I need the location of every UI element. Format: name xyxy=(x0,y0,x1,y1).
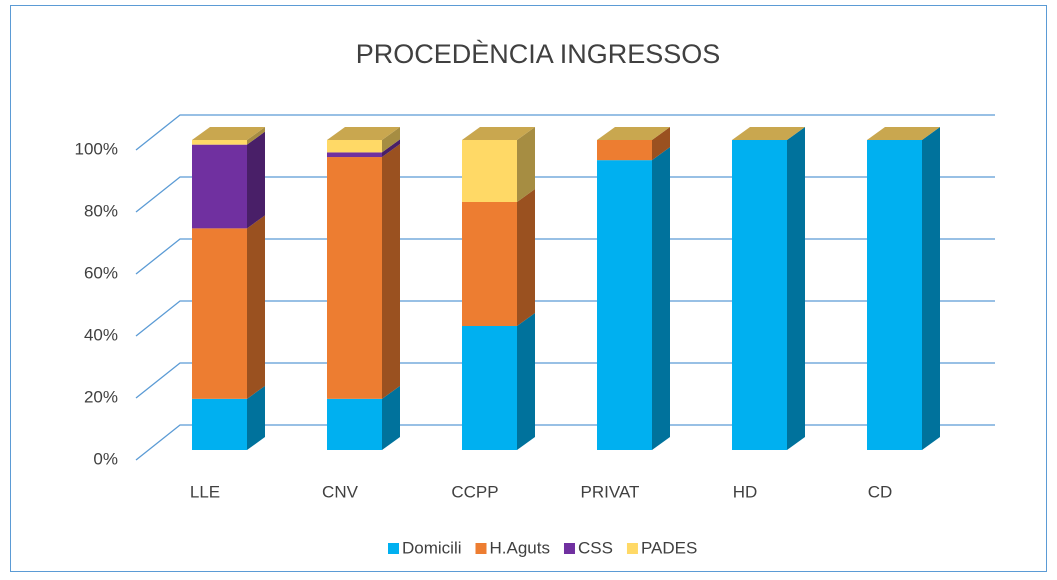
bar xyxy=(462,127,535,202)
bar xyxy=(732,127,805,450)
bar-face xyxy=(247,385,265,450)
bar-face xyxy=(247,215,265,399)
bar xyxy=(192,127,265,145)
bar xyxy=(327,385,400,450)
chart-title: PROCEDÈNCIA INGRESSOS xyxy=(356,39,721,69)
bar-face xyxy=(652,147,670,450)
bar-face xyxy=(247,131,265,229)
bar-face xyxy=(867,140,922,450)
grid-line xyxy=(135,300,995,337)
bar-face xyxy=(922,127,940,450)
bar-face xyxy=(652,127,670,161)
bar-top xyxy=(732,127,805,140)
bar xyxy=(462,189,535,326)
y-tick-label: 40% xyxy=(84,325,118,344)
bar-face xyxy=(327,152,382,158)
bar-top xyxy=(462,127,535,140)
bar xyxy=(327,139,400,158)
bar xyxy=(327,144,400,399)
bar xyxy=(192,131,265,229)
bar-face xyxy=(597,160,652,450)
y-tick-label: 100% xyxy=(75,139,118,158)
x-tick-label: CNV xyxy=(322,482,359,501)
bar-top xyxy=(327,127,400,140)
legend-swatch xyxy=(563,543,575,554)
x-tick-label: LLE xyxy=(190,482,220,501)
bar-face xyxy=(192,398,247,450)
legend-label: H.Aguts xyxy=(490,538,550,557)
bar xyxy=(192,215,265,399)
legend-label: Domicili xyxy=(402,538,462,557)
x-tick-label: CD xyxy=(868,482,893,501)
bar-face xyxy=(382,385,400,450)
bar xyxy=(597,127,670,161)
legend-swatch xyxy=(626,543,638,554)
bar xyxy=(597,147,670,450)
bar-face xyxy=(732,140,787,450)
bar-face xyxy=(382,144,400,399)
bar-face xyxy=(327,157,382,399)
bar-face xyxy=(192,144,247,229)
bar-top xyxy=(867,127,940,140)
x-tick-label: PRIVAT xyxy=(581,482,640,501)
bar xyxy=(867,127,940,450)
bar xyxy=(192,385,265,450)
legend-label: CSS xyxy=(578,538,613,557)
bar-face xyxy=(517,189,535,326)
x-tick-label: HD xyxy=(733,482,758,501)
bar xyxy=(327,127,400,153)
bar xyxy=(462,313,535,450)
bar-top xyxy=(597,127,670,140)
legend-label: PADES xyxy=(641,538,697,557)
bar-face xyxy=(192,228,247,399)
grid-line xyxy=(135,362,995,399)
bar-face xyxy=(382,139,400,158)
bar-face xyxy=(247,127,265,145)
bar-top xyxy=(192,127,265,140)
y-tick-label: 60% xyxy=(84,263,118,282)
bar-face xyxy=(517,127,535,202)
y-tick-label: 0% xyxy=(93,449,118,468)
bar-face xyxy=(462,326,517,450)
bar-face xyxy=(597,140,652,161)
bar-face xyxy=(517,313,535,450)
x-tick-label: CCPP xyxy=(451,482,498,501)
bar-face xyxy=(327,140,382,153)
grid-line xyxy=(135,114,995,151)
grid-line xyxy=(135,424,995,461)
grid-line xyxy=(135,176,995,213)
bar-face xyxy=(787,127,805,450)
bar-face xyxy=(192,140,247,145)
bar-face xyxy=(382,127,400,153)
legend-swatch xyxy=(388,543,399,554)
bar-face xyxy=(462,202,517,326)
legend-swatch xyxy=(475,543,487,554)
grid-line xyxy=(135,238,995,275)
bar-face xyxy=(327,398,382,450)
bar-face xyxy=(462,140,517,202)
y-tick-label: 80% xyxy=(84,201,118,220)
y-tick-label: 20% xyxy=(84,387,118,406)
